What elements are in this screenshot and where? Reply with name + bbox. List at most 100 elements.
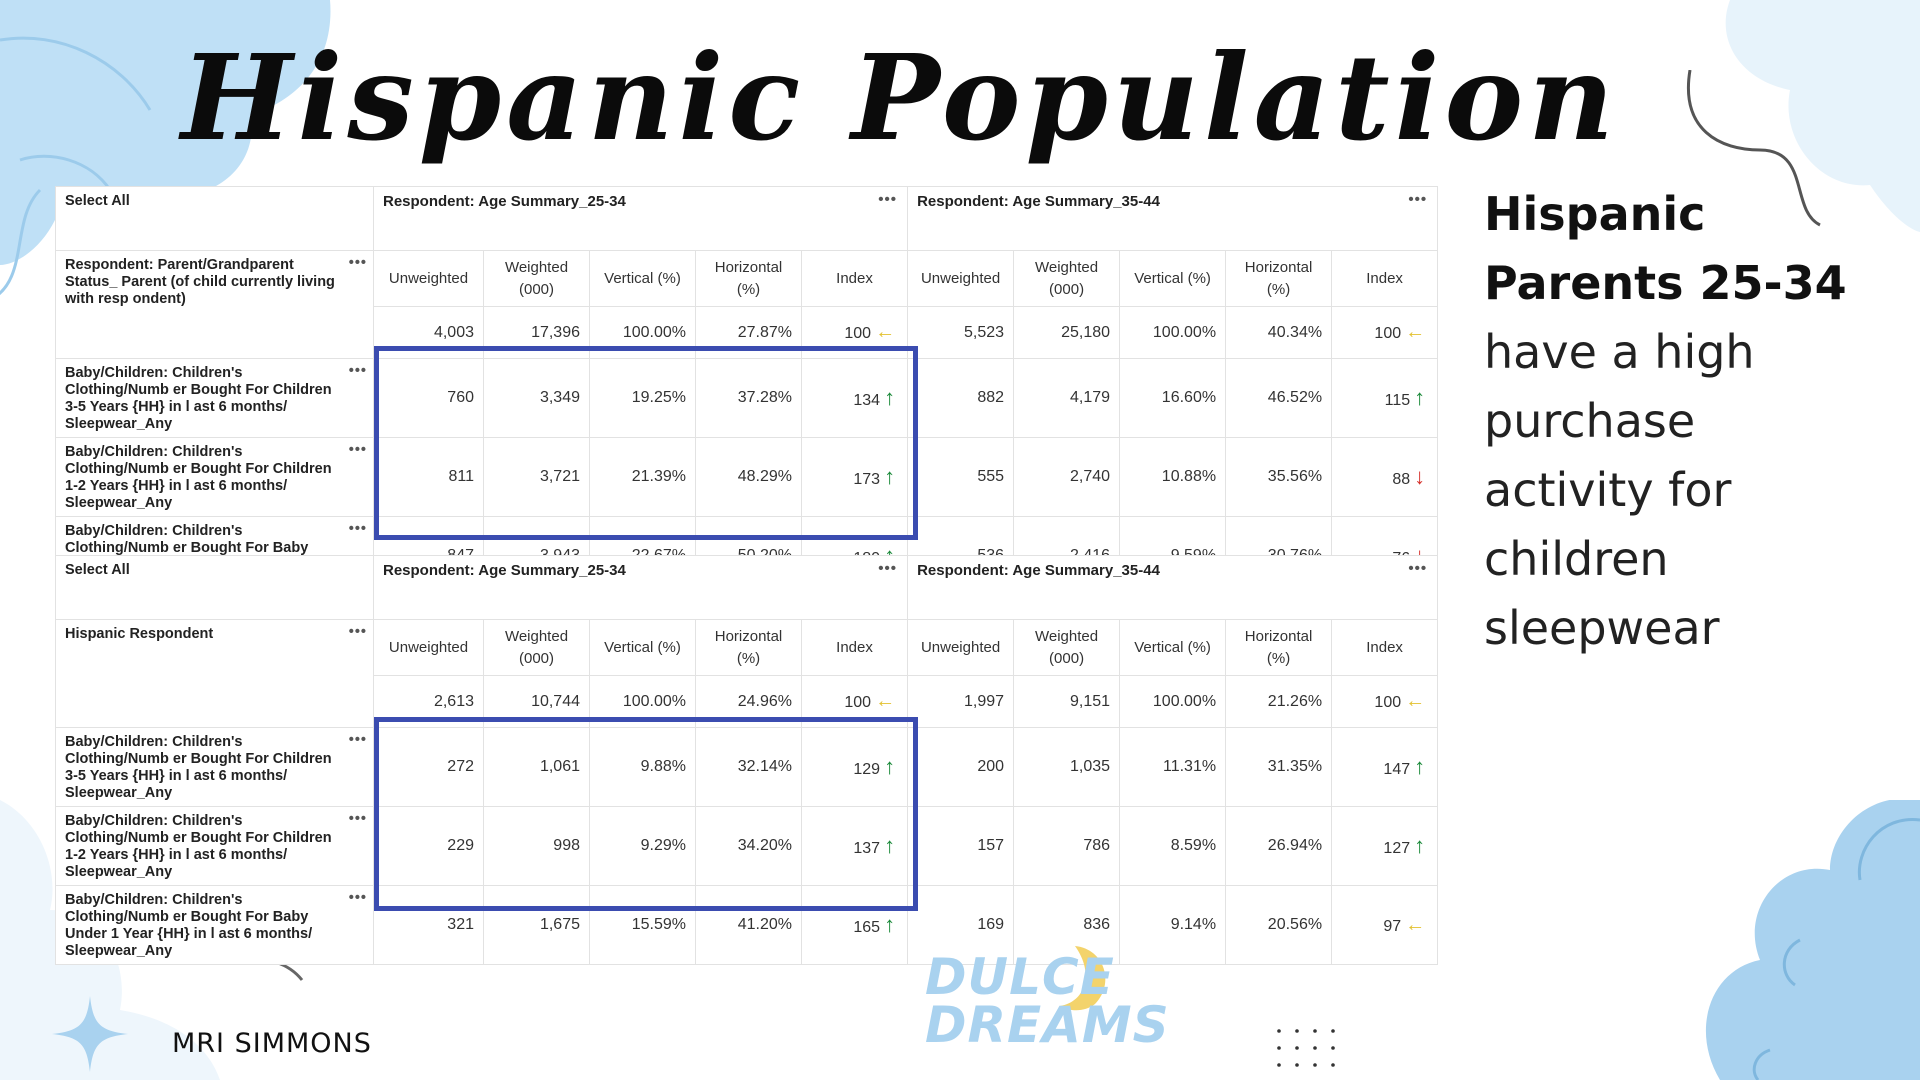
column-header: Unweighted xyxy=(373,250,484,307)
index-cell: 134 ↑ xyxy=(800,358,909,438)
column-header: Unweighted xyxy=(373,619,484,676)
cloud-bottom-right-decoration xyxy=(1706,800,1920,1080)
data-cell: 32.14% xyxy=(695,727,802,807)
column-header: Unweighted xyxy=(907,619,1015,676)
more-options-icon[interactable]: ••• xyxy=(348,521,367,537)
group-header-35-44: Respondent: Age Summary_35-44 ••• xyxy=(907,555,1439,620)
column-header: Index xyxy=(800,250,909,307)
index-cell: 165 ↑ xyxy=(800,885,909,965)
more-options-icon[interactable]: ••• xyxy=(348,624,367,640)
data-cell: 2,740 xyxy=(1013,437,1121,517)
data-cell: 836 xyxy=(1013,885,1121,965)
data-cell: 169 xyxy=(907,885,1015,965)
more-options-icon[interactable]: ••• xyxy=(348,363,367,379)
index-cell: 129 ↑ xyxy=(800,727,909,807)
more-options-icon[interactable]: ••• xyxy=(1408,191,1428,208)
arrow-up-icon: ↑ xyxy=(884,464,896,489)
more-options-icon[interactable]: ••• xyxy=(878,560,898,577)
data-cell: 16.60% xyxy=(1119,358,1227,438)
column-header: Unweighted xyxy=(907,250,1015,307)
data-cell: 9.29% xyxy=(589,806,696,886)
arrow-left-icon: ← xyxy=(875,321,896,343)
select-all-toggle[interactable]: Select All xyxy=(55,555,374,620)
data-cell: 37.28% xyxy=(695,358,802,438)
arrow-up-icon: ↑ xyxy=(1414,385,1426,410)
insight-callout: Hispanic Parents 25-34 have a high purch… xyxy=(1484,180,1884,663)
arrow-left-icon: ← xyxy=(1405,913,1426,936)
column-header: Weighted (000) xyxy=(483,619,590,676)
index-cell: 137 ↑ xyxy=(800,806,909,886)
callout-line: purchase xyxy=(1484,394,1696,448)
more-options-icon[interactable]: ••• xyxy=(878,191,898,208)
data-cell: 200 xyxy=(907,727,1015,807)
data-cell: 20.56% xyxy=(1225,885,1333,965)
squiggle-line-top-right-decoration xyxy=(1687,70,1821,227)
group-header-35-44: Respondent: Age Summary_35-44 ••• xyxy=(907,186,1439,251)
data-cell: 1,061 xyxy=(483,727,590,807)
data-cell: 4,179 xyxy=(1013,358,1121,438)
data-cell: 998 xyxy=(483,806,590,886)
data-cell: 41.20% xyxy=(695,885,802,965)
more-options-icon[interactable]: ••• xyxy=(1408,560,1428,577)
column-header: Weighted (000) xyxy=(1013,619,1121,676)
data-cell: 48.29% xyxy=(695,437,802,517)
data-cell: 882 xyxy=(907,358,1015,438)
table-row: Baby/Children: Children's Clothing/Numb … xyxy=(55,437,1439,517)
arrow-up-icon: ↑ xyxy=(1414,833,1426,858)
data-table-hispanic-respondents: Select All Respondent: Age Summary_25-34… xyxy=(55,555,1439,965)
arrow-left-icon: ← xyxy=(1405,321,1426,343)
column-header: Index xyxy=(800,619,909,676)
data-cell: 34.20% xyxy=(695,806,802,886)
data-cell: 3,721 xyxy=(483,437,590,517)
column-header: Index xyxy=(1331,250,1439,307)
more-options-icon[interactable]: ••• xyxy=(348,811,367,827)
data-cell: 1,035 xyxy=(1013,727,1121,807)
page-title: Hispanic Population xyxy=(181,28,1619,167)
more-options-icon[interactable]: ••• xyxy=(348,890,367,906)
column-header: Horizontal (%) xyxy=(695,619,802,676)
more-options-icon[interactable]: ••• xyxy=(348,255,367,271)
data-cell: 786 xyxy=(1013,806,1121,886)
cloud-top-right-decoration xyxy=(1725,0,1920,232)
row-label: Baby/Children: Children's Clothing/Numb … xyxy=(55,727,374,807)
data-cell: 21.39% xyxy=(589,437,696,517)
callout-line: have a high xyxy=(1484,325,1755,379)
sparkle-star-icon xyxy=(52,996,128,1072)
data-cell: 321 xyxy=(373,885,484,965)
select-all-toggle[interactable]: Select All xyxy=(55,186,374,251)
arrow-up-icon: ↑ xyxy=(884,833,896,858)
row-label: Baby/Children: Children's Clothing/Numb … xyxy=(55,437,374,517)
data-cell: 555 xyxy=(907,437,1015,517)
group-header-25-34: Respondent: Age Summary_25-34 ••• xyxy=(372,186,909,251)
arrow-left-icon: ← xyxy=(875,690,896,712)
data-cell: 11.31% xyxy=(1119,727,1227,807)
data-cell: 46.52% xyxy=(1225,358,1333,438)
data-cell: 229 xyxy=(373,806,484,886)
data-cell: 3,349 xyxy=(483,358,590,438)
column-header: Weighted (000) xyxy=(483,250,590,307)
column-header: Horizontal (%) xyxy=(1225,250,1333,307)
dot-grid-decoration xyxy=(1277,1029,1335,1067)
data-cell: 1,675 xyxy=(483,885,590,965)
index-cell: 173 ↑ xyxy=(800,437,909,517)
column-header: Vertical (%) xyxy=(1119,250,1227,307)
data-cell: 35.56% xyxy=(1225,437,1333,517)
column-header: Vertical (%) xyxy=(589,250,696,307)
data-cell: 157 xyxy=(907,806,1015,886)
data-cell: 19.25% xyxy=(589,358,696,438)
arrow-down-icon: ↓ xyxy=(1414,464,1426,489)
data-cell: 26.94% xyxy=(1225,806,1333,886)
data-cell: 9.88% xyxy=(589,727,696,807)
source-label: MRI SIMMONS xyxy=(172,1028,372,1059)
arrow-left-icon: ← xyxy=(1405,690,1426,712)
more-options-icon[interactable]: ••• xyxy=(348,442,367,458)
table-row: Baby/Children: Children's Clothing/Numb … xyxy=(55,885,1439,965)
data-cell: 9.14% xyxy=(1119,885,1227,965)
data-table-parents: Select All Respondent: Age Summary_25-34… xyxy=(55,186,1439,596)
data-cell: 31.35% xyxy=(1225,727,1333,807)
data-cell: 15.59% xyxy=(589,885,696,965)
moon-logo-icon xyxy=(1060,946,1106,1011)
more-options-icon[interactable]: ••• xyxy=(348,732,367,748)
base-row-label: Respondent: Parent/Grandparent Status_ P… xyxy=(55,250,374,359)
index-cell: 127 ↑ xyxy=(1331,806,1439,886)
